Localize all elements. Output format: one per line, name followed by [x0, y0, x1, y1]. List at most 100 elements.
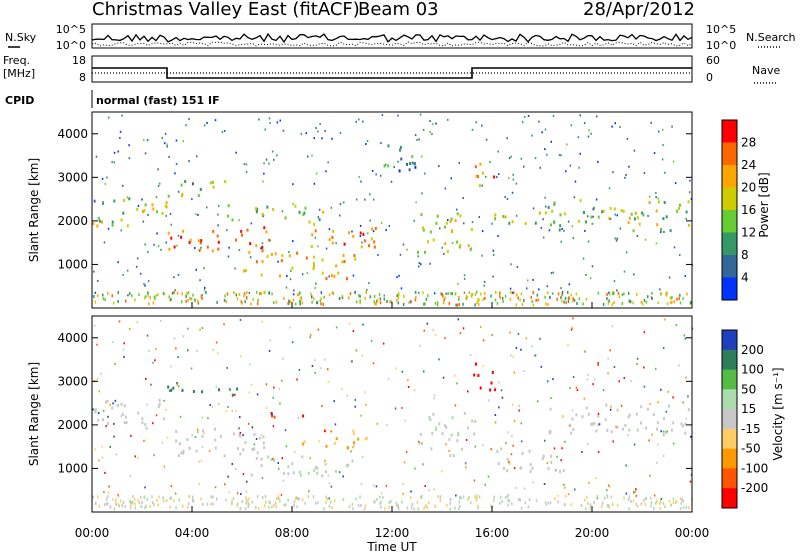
- data-cell: [96, 224, 99, 228]
- data-cell: [341, 294, 344, 298]
- data-cell: [520, 440, 523, 443]
- data-cell: [444, 187, 447, 190]
- data-cell: [144, 506, 146, 510]
- data-cell: [372, 198, 375, 201]
- data-cell: [196, 428, 199, 431]
- data-cell: [144, 243, 146, 246]
- data-cell: [190, 367, 193, 370]
- data-cell: [561, 447, 563, 450]
- colorbar-tick-label: -50: [741, 442, 761, 456]
- data-cell: [668, 499, 671, 503]
- data-cell: [532, 207, 535, 210]
- data-cell: [192, 293, 194, 297]
- data-cell: [616, 408, 619, 412]
- data-cell: [551, 292, 554, 295]
- data-cell: [361, 241, 363, 244]
- data-cell: [679, 203, 681, 207]
- data-cell: [359, 299, 361, 303]
- data-cell: [282, 357, 284, 360]
- data-cell: [123, 199, 125, 202]
- data-cell: [549, 295, 551, 299]
- data-cell: [149, 505, 151, 509]
- data-cell: [92, 222, 95, 226]
- data-cell: [457, 431, 460, 435]
- frequency-panel: Freq. [MHz] 18 8 60 0 Nave: [3, 54, 780, 84]
- data-cell: [544, 211, 547, 215]
- data-cell: [641, 211, 644, 215]
- data-cell: [351, 360, 353, 363]
- data-cell: [97, 279, 99, 282]
- data-cell: [527, 505, 530, 509]
- data-cell: [131, 501, 134, 504]
- data-cell: [427, 240, 430, 244]
- data-cell: [153, 454, 155, 457]
- data-cell: [255, 506, 257, 509]
- data-cell: [243, 163, 246, 166]
- data-cell: [327, 474, 329, 477]
- data-cell: [169, 496, 171, 500]
- data-cell: [121, 114, 123, 117]
- data-cell: [582, 211, 585, 214]
- data-cell: [481, 254, 483, 257]
- data-cell: [339, 214, 341, 217]
- data-cell: [197, 213, 199, 216]
- data-cell: [473, 479, 476, 482]
- data-cell: [321, 474, 324, 478]
- data-cell: [443, 298, 445, 302]
- data-cell: [608, 292, 611, 296]
- data-cell: [285, 286, 288, 289]
- data-cell: [255, 438, 258, 440]
- data-cell: [541, 131, 543, 134]
- data-cell: [248, 250, 251, 254]
- data-cell: [553, 220, 555, 223]
- data-cell: [516, 265, 519, 268]
- data-cell: [440, 292, 442, 296]
- data-cell: [628, 165, 630, 168]
- data-cell: [144, 486, 146, 489]
- data-cell: [402, 303, 405, 306]
- data-cell: [313, 297, 315, 301]
- data-cell: [481, 171, 484, 175]
- data-cell: [191, 182, 194, 186]
- data-cell: [648, 201, 651, 204]
- data-cell: [450, 433, 453, 437]
- data-cell: [169, 298, 171, 302]
- data-cell: [538, 211, 541, 215]
- data-cell: [105, 400, 107, 404]
- data-cell: [475, 121, 477, 124]
- data-cell: [228, 246, 230, 249]
- data-cell: [348, 505, 351, 509]
- data-cell: [482, 444, 484, 447]
- data-cell: [167, 231, 170, 235]
- data-cell: [683, 334, 685, 337]
- data-cell: [167, 194, 170, 198]
- data-cell: [578, 297, 581, 301]
- data-cell: [149, 296, 152, 300]
- data-cell: [510, 453, 513, 456]
- data-cell: [253, 433, 256, 436]
- data-cell: [451, 416, 454, 420]
- data-cell: [643, 366, 645, 369]
- data-cell: [636, 216, 639, 220]
- data-cell: [240, 229, 243, 233]
- data-cell: [442, 301, 445, 305]
- data-cell: [298, 470, 301, 474]
- data-cell: [390, 180, 393, 183]
- data-cell: [114, 399, 117, 402]
- data-cell: [134, 502, 136, 506]
- data-cell: [262, 180, 264, 183]
- data-cell: [438, 422, 441, 426]
- data-cell: [350, 450, 352, 453]
- data-cell: [103, 241, 106, 244]
- data-cell: [568, 296, 570, 300]
- data-cell: [655, 192, 657, 194]
- data-cell: [166, 143, 168, 146]
- data-cell: [364, 504, 367, 508]
- data-cell: [168, 155, 170, 158]
- data-cell: [448, 438, 451, 441]
- data-cell: [633, 443, 636, 446]
- data-cell: [504, 294, 507, 298]
- data-cell: [416, 500, 419, 504]
- data-cell: [313, 137, 315, 140]
- data-cell: [435, 122, 437, 125]
